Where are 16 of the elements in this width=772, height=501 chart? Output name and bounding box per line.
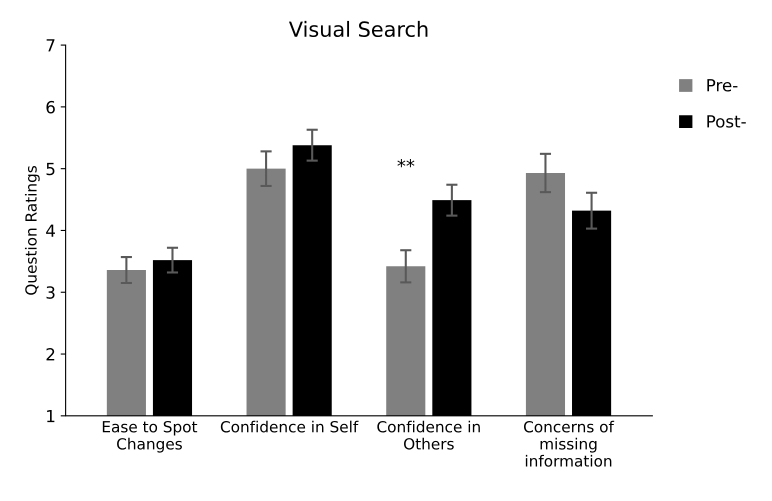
x-tick-label: Concerns of missing information (524, 420, 614, 467)
x-tick-label: Confidence in Others (377, 420, 480, 450)
x-tick-label: Confidence in Self (220, 420, 359, 433)
x-tick-label: Ease to Spot Changes (102, 420, 198, 453)
y-tick-label: 7 (46, 39, 54, 52)
y-tick-label: 6 (46, 100, 55, 114)
y-axis-title: Question Ratings (24, 166, 40, 295)
annotation: ** (397, 159, 414, 168)
y-tick-label: 4 (46, 224, 55, 237)
y-tick-label: 5 (46, 162, 54, 176)
legend-label: Post- (707, 115, 746, 128)
y-tick-label: 2 (46, 348, 54, 360)
y-tick-label: 3 (46, 286, 55, 299)
chart-title: Visual Search (288, 20, 428, 38)
y-tick-label: 1 (47, 410, 54, 422)
legend-label: Pre- (707, 79, 738, 92)
